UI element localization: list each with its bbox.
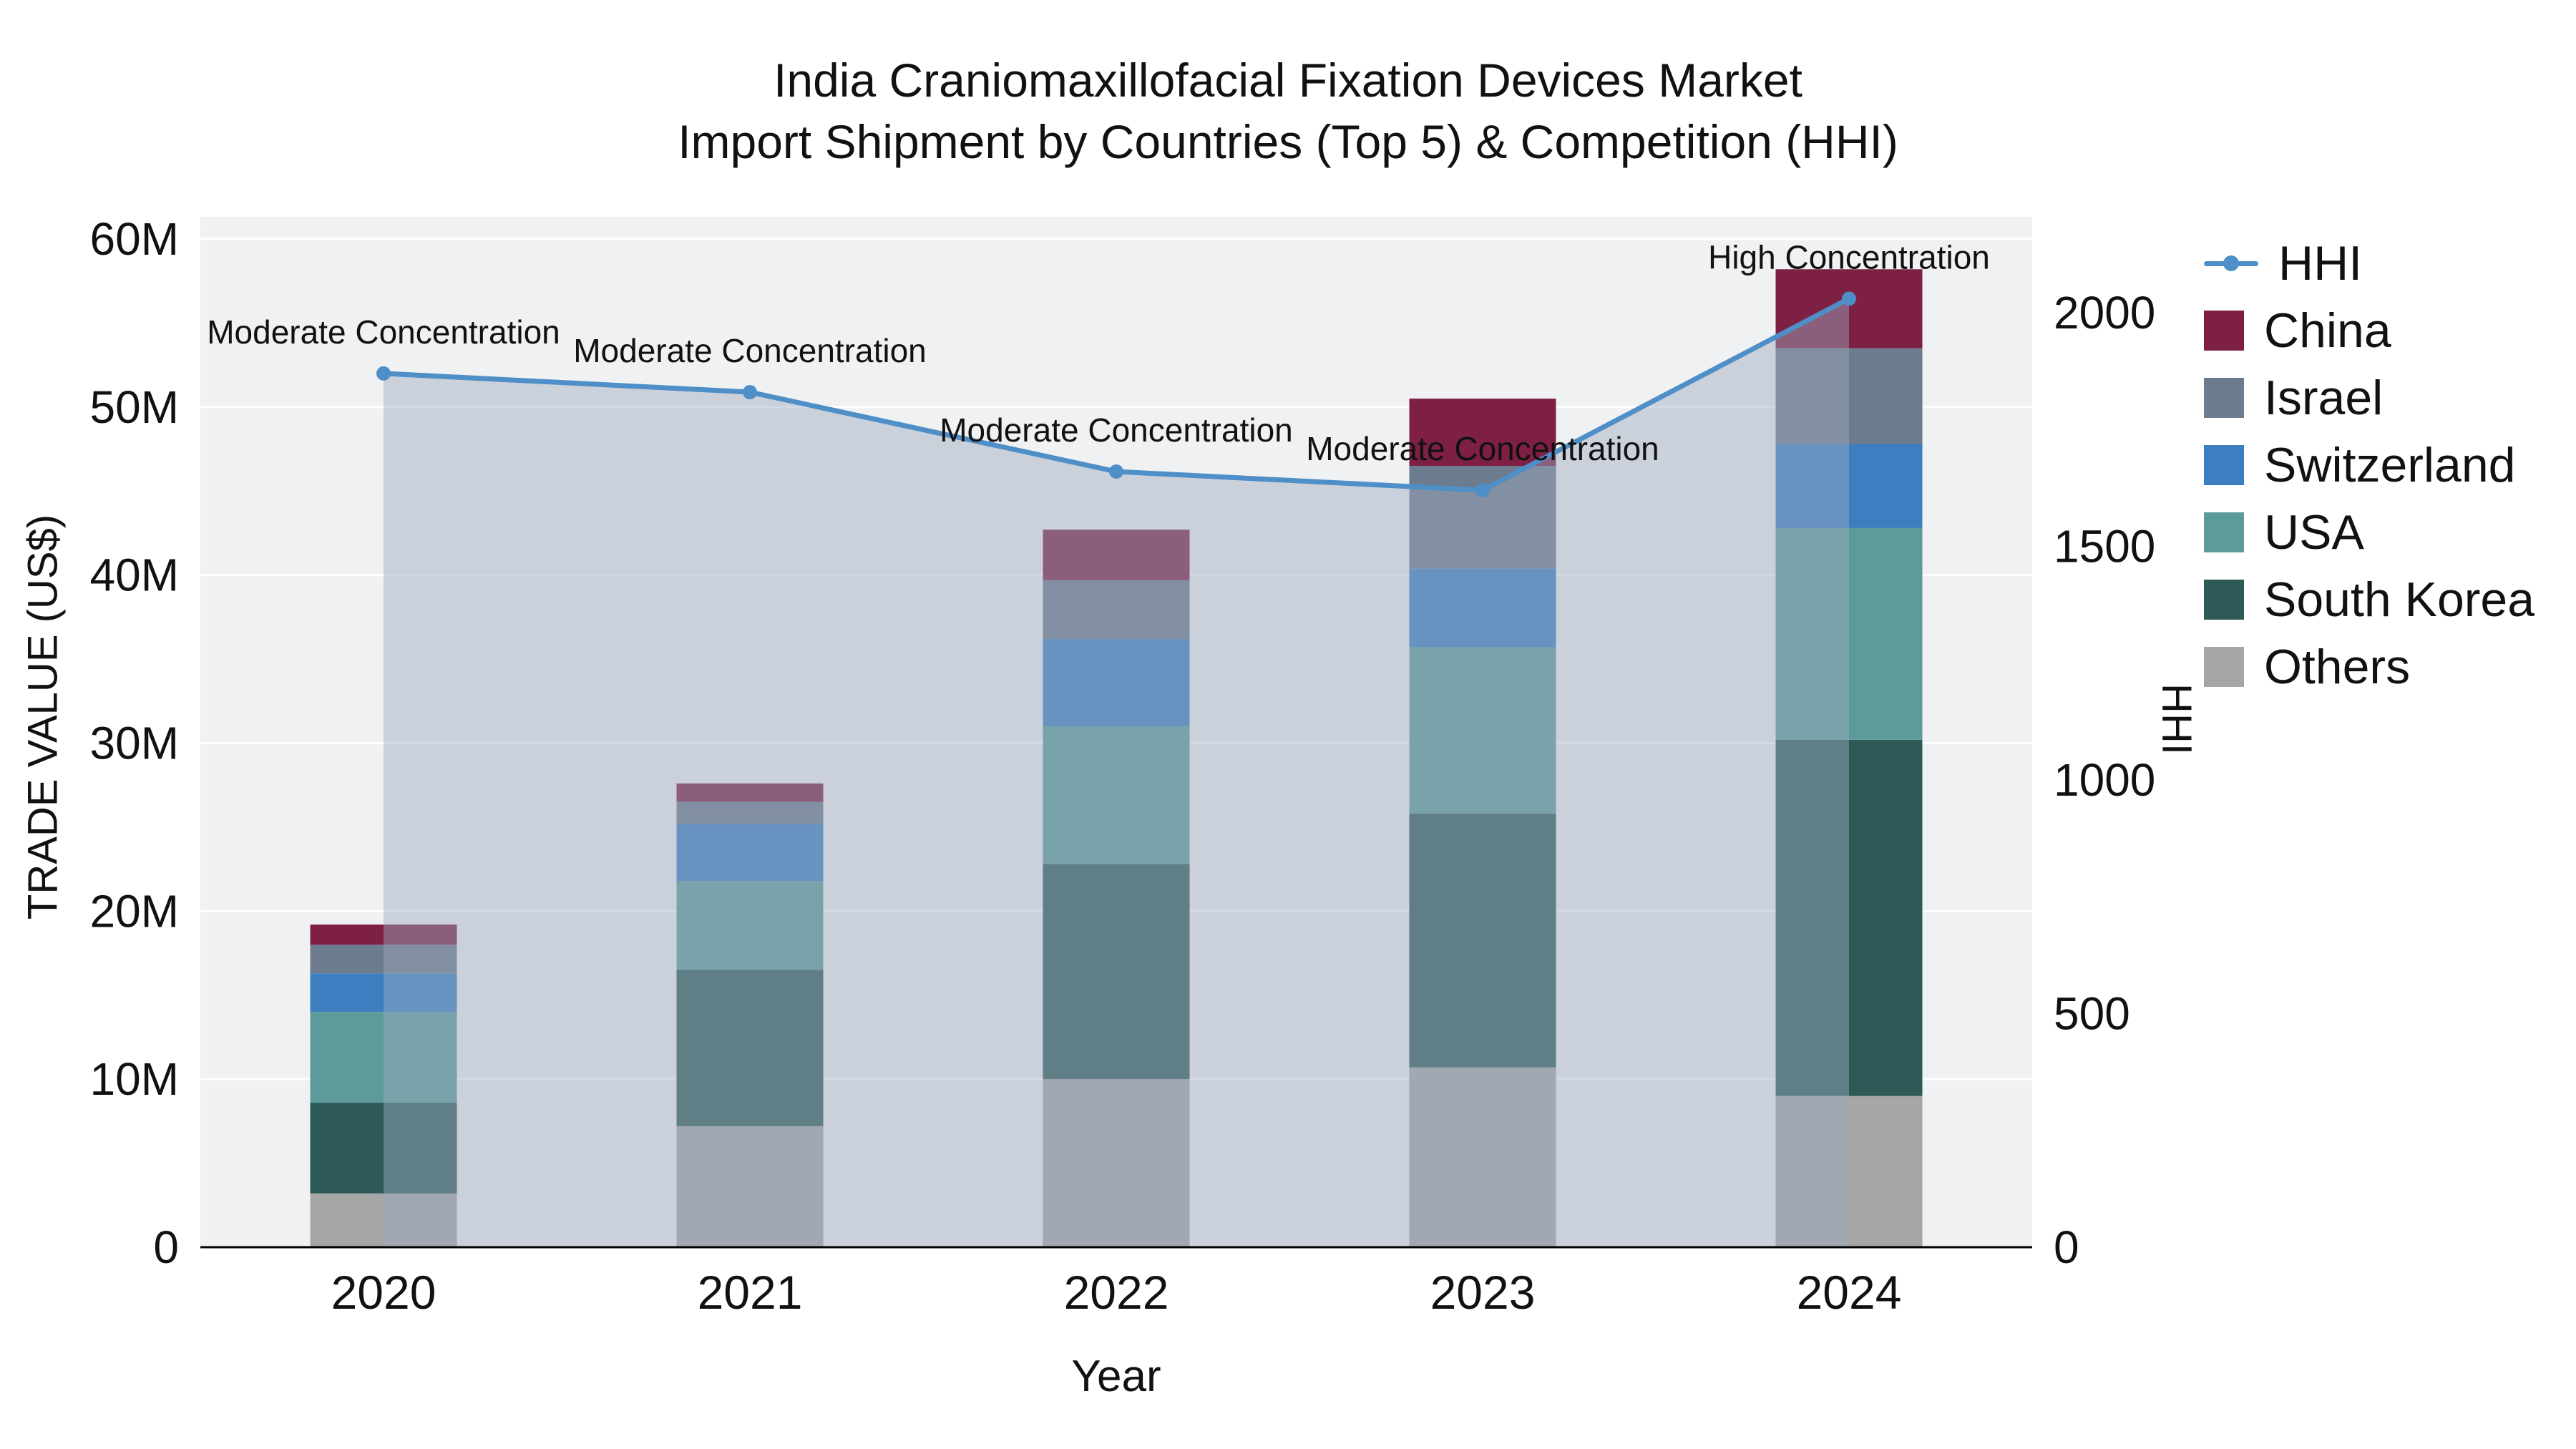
y-right-tick-label-1000: 1000 xyxy=(2054,754,2155,806)
y-right-tick-label-0: 0 xyxy=(2054,1221,2079,1273)
y-left-tick-label-10M: 10M xyxy=(90,1053,180,1105)
chart-title-line1: India Craniomaxillofacial Fixation Devic… xyxy=(774,54,1802,107)
switzerland-swatch-icon xyxy=(2204,445,2244,485)
bar-segment-usa-2022 xyxy=(1043,726,1190,864)
bar-segment-switzerland-2022 xyxy=(1043,638,1190,727)
x-tick-label-2020: 2020 xyxy=(331,1266,436,1319)
bar-segment-others-2023 xyxy=(1409,1067,1556,1247)
bar-segment-switzerland-2020 xyxy=(310,973,457,1013)
x-tick-label-2024: 2024 xyxy=(1797,1266,1902,1319)
bar-segment-china-2022 xyxy=(1043,530,1190,580)
hhi-annotation-2023: Moderate Concentration xyxy=(1306,430,1659,467)
legend-label-hhi: HHI xyxy=(2278,236,2363,291)
chart-title: India Craniomaxillofacial Fixation Devic… xyxy=(0,50,2576,173)
x-axis-label: Year xyxy=(1071,1352,1161,1401)
bar-segment-china-2020 xyxy=(310,924,457,945)
y-left-tick-label-20M: 20M xyxy=(90,885,180,937)
x-tick-label-2021: 2021 xyxy=(698,1266,803,1319)
bar-segment-israel-2024 xyxy=(1775,348,1923,444)
y-right-tick-label-2000: 2000 xyxy=(2054,287,2155,338)
bar-segment-others-2021 xyxy=(676,1126,824,1247)
bar-segment-usa-2020 xyxy=(310,1012,457,1103)
x-tick-label-2022: 2022 xyxy=(1064,1266,1169,1319)
bar-segment-israel-2021 xyxy=(676,801,824,824)
y-left-tick-label-50M: 50M xyxy=(90,381,180,433)
bar-segment-south-korea-2022 xyxy=(1043,864,1190,1080)
legend-label-south-korea: South Korea xyxy=(2264,572,2535,627)
bar-segment-south-korea-2020 xyxy=(310,1103,457,1194)
hhi-area xyxy=(384,298,1849,1247)
legend-label-israel: Israel xyxy=(2264,371,2384,425)
bar-segment-usa-2024 xyxy=(1775,527,1923,740)
legend-item-usa[interactable]: USA xyxy=(2204,505,2534,560)
y-axis-left-label: TRADE VALUE (US$) xyxy=(19,514,67,920)
chart-title-line2: Import Shipment by Countries (Top 5) & C… xyxy=(678,114,1898,168)
bar-segment-usa-2023 xyxy=(1409,647,1556,814)
legend-label-china: China xyxy=(2264,303,2391,358)
bar-segment-israel-2022 xyxy=(1043,580,1190,639)
y-left-tick-label-60M: 60M xyxy=(90,213,180,265)
china-swatch-icon xyxy=(2204,311,2244,351)
bar-segment-switzerland-2024 xyxy=(1775,444,1923,528)
bar-segment-south-korea-2023 xyxy=(1409,814,1556,1068)
bar-segment-south-korea-2021 xyxy=(676,970,824,1126)
legend-item-israel[interactable]: Israel xyxy=(2204,371,2534,425)
legend-label-switzerland: Switzerland xyxy=(2264,438,2516,492)
hhi-marker-2024 xyxy=(1842,291,1856,306)
y-left-tick-label-30M: 30M xyxy=(90,718,180,769)
bar-segment-south-korea-2024 xyxy=(1775,739,1923,1096)
bar-segment-usa-2021 xyxy=(676,881,824,970)
bar-segment-switzerland-2023 xyxy=(1409,568,1556,648)
hhi-annotation-2021: Moderate Concentration xyxy=(573,332,927,369)
usa-swatch-icon xyxy=(2204,512,2244,552)
hhi-marker-2020 xyxy=(376,366,391,381)
hhi-marker-2022 xyxy=(1109,464,1123,479)
bar-segment-china-2021 xyxy=(676,783,824,802)
bar-segment-china-2024 xyxy=(1775,269,1923,348)
legend-item-south-korea[interactable]: South Korea xyxy=(2204,572,2535,627)
legend-item-china[interactable]: China xyxy=(2204,303,2534,358)
y-right-tick-label-1500: 1500 xyxy=(2054,521,2155,572)
legend-label-others: Others xyxy=(2264,640,2411,694)
hhi-marker-2023 xyxy=(1475,483,1490,498)
hhi-annotation-2022: Moderate Concentration xyxy=(940,411,1293,449)
x-tick-label-2023: 2023 xyxy=(1430,1266,1536,1319)
israel-swatch-icon xyxy=(2204,378,2244,418)
y-axis-right-label: HHI xyxy=(2153,683,2200,755)
bar-segment-china-2023 xyxy=(1409,399,1556,467)
hhi-annotation-2020: Moderate Concentration xyxy=(207,313,560,351)
hhi-annotation-2024: High Concentration xyxy=(1708,238,1990,275)
legend-label-usa: USA xyxy=(2264,505,2364,560)
legend: HHI China Israel Switzerland USA South Korea O… xyxy=(2204,236,2535,694)
hhi-line-marker-icon xyxy=(2204,255,2258,271)
y-left-tick-label-0: 0 xyxy=(153,1221,179,1273)
bar-segment-israel-2020 xyxy=(310,945,457,974)
bar-segment-israel-2023 xyxy=(1409,466,1556,569)
hhi-dot-icon xyxy=(2223,255,2239,271)
others-swatch-icon xyxy=(2204,647,2244,687)
bar-segment-others-2020 xyxy=(310,1193,457,1247)
y-right-tick-label-500: 500 xyxy=(2054,988,2130,1040)
south-korea-swatch-icon xyxy=(2204,580,2244,620)
bar-segment-switzerland-2021 xyxy=(676,824,824,882)
bar-segment-others-2024 xyxy=(1775,1096,1923,1247)
legend-item-switzerland[interactable]: Switzerland xyxy=(2204,438,2534,492)
y-left-tick-label-40M: 40M xyxy=(90,550,180,601)
bar-segment-others-2022 xyxy=(1043,1079,1190,1247)
legend-item-hhi[interactable]: HHI xyxy=(2204,236,2534,291)
legend-item-others[interactable]: Others xyxy=(2204,640,2534,694)
hhi-marker-2021 xyxy=(743,385,757,400)
